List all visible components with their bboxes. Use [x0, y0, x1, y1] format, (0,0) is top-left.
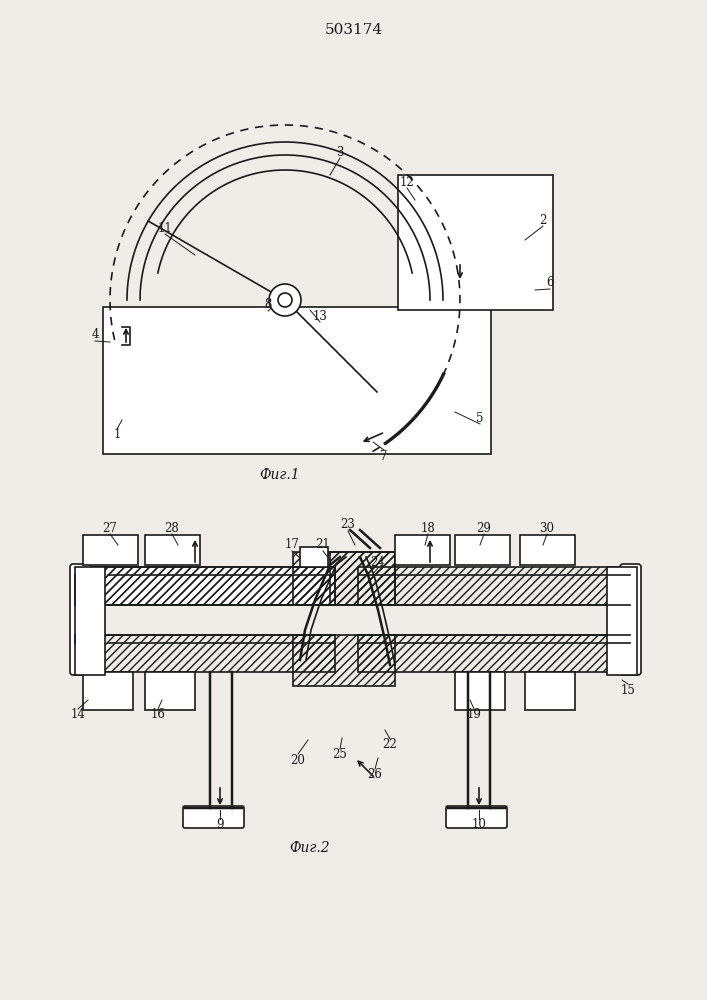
Text: 29: 29 [477, 522, 491, 534]
Text: 23: 23 [341, 518, 356, 532]
Text: 24: 24 [370, 556, 385, 568]
Bar [145, 672, 195, 710]
Bar [607, 567, 637, 675]
Bar [300, 547, 328, 567]
Text: Фиг.1: Фиг.1 [259, 468, 300, 482]
Text: 10: 10 [472, 818, 486, 832]
Text: 3: 3 [337, 145, 344, 158]
Text: 7: 7 [380, 450, 387, 462]
Bar [145, 535, 200, 565]
Text: 6: 6 [547, 275, 554, 288]
Text: 4: 4 [91, 328, 99, 342]
Text: 17: 17 [284, 538, 300, 552]
FancyBboxPatch shape [70, 564, 91, 675]
Text: 21: 21 [315, 538, 330, 552]
Bar [398, 175, 553, 310]
Bar [455, 672, 505, 710]
Text: 13: 13 [312, 310, 327, 322]
Bar [293, 635, 395, 686]
Text: 11: 11 [158, 222, 173, 234]
Text: 9: 9 [216, 818, 223, 832]
FancyBboxPatch shape [620, 564, 641, 675]
Bar [358, 567, 635, 605]
Circle shape [269, 284, 301, 316]
Text: 503174: 503174 [325, 23, 383, 37]
Text: 12: 12 [399, 176, 414, 188]
Text: 22: 22 [382, 738, 397, 752]
Bar [525, 672, 575, 710]
Bar [293, 552, 395, 605]
Text: 2: 2 [539, 214, 547, 227]
Text: 27: 27 [103, 522, 117, 534]
Bar [75, 567, 335, 605]
Bar [75, 567, 335, 605]
Bar [75, 567, 335, 605]
Text: 15: 15 [621, 684, 636, 696]
Text: 30: 30 [539, 522, 554, 534]
Bar [75, 635, 335, 672]
FancyBboxPatch shape [183, 806, 244, 828]
Bar [83, 535, 138, 565]
Bar [103, 307, 491, 454]
Text: 19: 19 [467, 708, 481, 722]
Text: 8: 8 [264, 298, 271, 312]
Bar [75, 567, 105, 675]
Text: 26: 26 [368, 768, 382, 782]
Bar [83, 672, 133, 710]
Text: 20: 20 [291, 754, 305, 766]
Text: 16: 16 [151, 708, 165, 722]
Text: 14: 14 [71, 708, 86, 722]
Circle shape [278, 293, 292, 307]
Bar [395, 535, 450, 565]
Bar [455, 535, 510, 565]
Text: 18: 18 [421, 522, 436, 534]
Text: 25: 25 [332, 748, 347, 762]
Text: 28: 28 [165, 522, 180, 534]
Bar [520, 535, 575, 565]
Text: Фиг.2: Фиг.2 [290, 841, 330, 855]
Text: 1: 1 [113, 428, 121, 442]
Text: 5: 5 [477, 412, 484, 424]
FancyBboxPatch shape [446, 806, 507, 828]
Bar [358, 635, 635, 672]
Bar [330, 552, 395, 605]
